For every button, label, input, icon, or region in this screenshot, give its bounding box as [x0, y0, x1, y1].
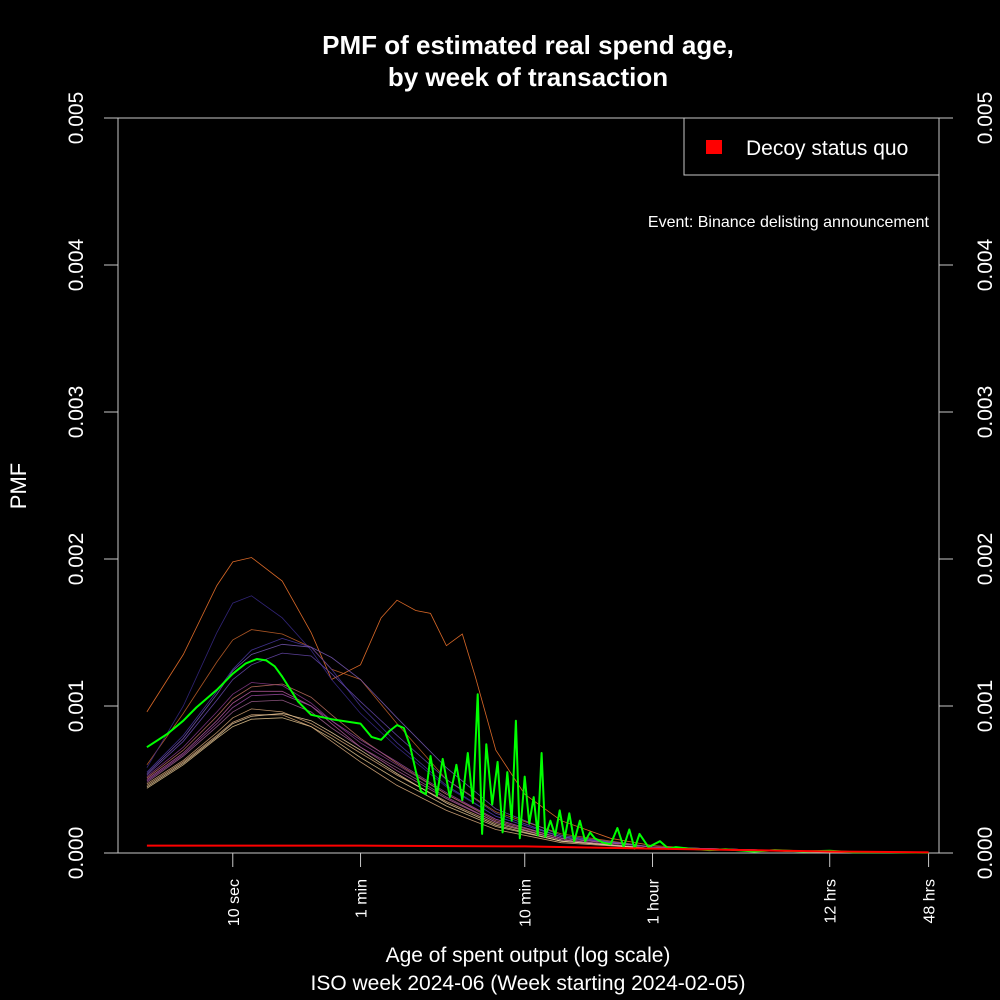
event-annotation: Event: Binance delisting announcement: [648, 214, 930, 231]
highlight-week-line: [146, 658, 929, 854]
legend-swatch-decoy: [706, 140, 722, 154]
chart-subtitle: ISO week 2024-06 (Week starting 2024-02-…: [310, 972, 745, 995]
y-tick-label-left: 0.003: [65, 386, 88, 439]
y-tick-label-right: 0.002: [974, 533, 997, 586]
y-axis-left: 0.000 0.001 0.002 0.003 0.004 0.005: [65, 92, 118, 880]
x-tick-label: 1 min: [354, 879, 371, 918]
background-week-line: [146, 629, 929, 854]
x-tick-label: 10 min: [518, 879, 535, 927]
legend-box: [683, 117, 940, 176]
legend-label-decoy: Decoy status quo: [746, 137, 908, 160]
y-tick-label-right: 0.000: [974, 827, 997, 880]
x-tick-label: 1 hour: [646, 878, 663, 924]
y-tick-label-left: 0.005: [65, 92, 88, 145]
legend: Decoy status quo: [683, 117, 940, 176]
chart-title-line-1: PMF of estimated real spend age,: [322, 30, 734, 60]
y-tick-label-left: 0.000: [65, 827, 88, 880]
decoy-status-quo-line: [146, 844, 929, 854]
y-tick-label-right: 0.003: [974, 386, 997, 439]
chart-title-line-2: by week of transaction: [388, 62, 668, 92]
x-axis-title: Age of spent output (log scale): [386, 944, 671, 967]
y-tick-label-left: 0.004: [65, 238, 88, 291]
background-week-line: [146, 712, 929, 854]
background-week-line: [146, 652, 929, 854]
highlight-series: [146, 658, 929, 854]
y-tick-label-left: 0.002: [65, 533, 88, 586]
y-axis-title: PMF: [6, 463, 31, 509]
y-axis-right: 0.000 0.001 0.002 0.003 0.004 0.005: [939, 92, 997, 880]
x-tick-label: 10 sec: [226, 879, 243, 926]
y-tick-label-right: 0.004: [974, 238, 997, 291]
x-axis: 10 sec 1 min 10 min 1 hour 12 hrs 48 hrs: [226, 853, 939, 927]
x-tick-label: 12 hrs: [823, 879, 840, 923]
x-tick-label: 48 hrs: [922, 879, 939, 923]
background-week-line: [146, 557, 929, 854]
y-tick-label-left: 0.001: [65, 680, 88, 733]
y-tick-label-right: 0.005: [974, 92, 997, 145]
y-tick-label-right: 0.001: [974, 680, 997, 733]
background-week-line: [146, 714, 929, 854]
